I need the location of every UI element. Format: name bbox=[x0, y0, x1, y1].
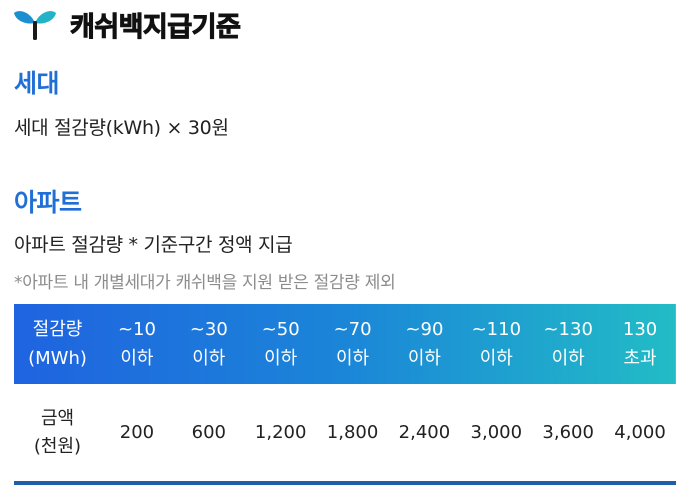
column-header: 130 초과 bbox=[604, 304, 676, 384]
amount-cell: 200 bbox=[119, 422, 155, 443]
amount-cell: 1,200 bbox=[254, 422, 307, 443]
amount-cell: 3,000 bbox=[470, 422, 523, 443]
column-header: ~30 이하 bbox=[173, 304, 245, 384]
amount-cell: 4,000 bbox=[614, 422, 666, 443]
sprout-icon bbox=[14, 11, 56, 40]
apartment-note: *아파트 내 개별세대가 캐쉬백을 지원 받은 절감량 제외 bbox=[14, 273, 396, 293]
column-range: ~10 bbox=[117, 319, 156, 340]
column-range: ~110 bbox=[471, 319, 522, 340]
table-bottom-rule bbox=[14, 481, 676, 485]
column-range: ~70 bbox=[333, 319, 372, 340]
header-label-unit: (MWh) bbox=[28, 348, 87, 369]
column-qualifier: 이하 bbox=[120, 348, 154, 369]
column-header: ~110 이하 bbox=[460, 304, 532, 384]
column-qualifier: 이하 bbox=[407, 348, 441, 369]
page-title: 캐쉬백지급기준 bbox=[69, 11, 241, 43]
column-range: ~30 bbox=[189, 319, 228, 340]
amount-cell: 1,800 bbox=[326, 422, 379, 443]
household-section-title: 세대 bbox=[14, 69, 60, 98]
column-header: ~90 이하 bbox=[389, 304, 461, 384]
column-qualifier: 이하 bbox=[264, 348, 298, 369]
column-header: ~10 이하 bbox=[101, 304, 173, 384]
column-qualifier: 이하 bbox=[192, 348, 226, 369]
apartment-section-title: 아파트 bbox=[14, 188, 82, 217]
cashback-rate-table: 절감량 (MWh) ~10 이하 ~30 이하 ~50 이하 ~70 이하 ~90 이하 … bbox=[14, 304, 676, 482]
column-range: ~130 bbox=[543, 319, 593, 340]
column-qualifier: 이하 bbox=[479, 348, 513, 369]
table-header-row: 절감량 (MWh) ~10 이하 ~30 이하 ~50 이하 ~70 이하 ~90 이하 … bbox=[14, 304, 676, 384]
column-header: ~50 이하 bbox=[245, 304, 317, 384]
column-header: ~130 이하 bbox=[532, 304, 604, 384]
column-range: ~50 bbox=[261, 319, 300, 340]
table-row: 금액 (천원) 200 600 1,200 1,800 2,400 3,000 … bbox=[14, 384, 676, 482]
column-qualifier: 초과 bbox=[623, 348, 657, 369]
amount-cell: 2,400 bbox=[398, 422, 451, 443]
header-label-cell: 절감량 (MWh) bbox=[14, 304, 101, 384]
household-formula: 세대 절감량(kWh) × 30원 bbox=[14, 117, 229, 139]
row-label-unit: (천원) bbox=[33, 436, 82, 457]
column-header: ~70 이하 bbox=[317, 304, 389, 384]
amount-cell: 3,600 bbox=[542, 422, 594, 443]
page-header: 캐쉬백지급기준 bbox=[12, 4, 241, 44]
row-label-cell: 금액 (천원) bbox=[14, 384, 101, 482]
column-qualifier: 이하 bbox=[336, 348, 370, 369]
column-range: ~90 bbox=[405, 319, 444, 340]
amount-cell: 600 bbox=[191, 422, 226, 443]
header-label-line: 절감량 bbox=[32, 319, 83, 340]
column-range: 130 bbox=[622, 319, 658, 340]
column-qualifier: 이하 bbox=[551, 348, 585, 369]
row-label: 금액 bbox=[40, 408, 75, 429]
apartment-formula: 아파트 절감량 * 기준구간 정액 지급 bbox=[14, 234, 293, 256]
